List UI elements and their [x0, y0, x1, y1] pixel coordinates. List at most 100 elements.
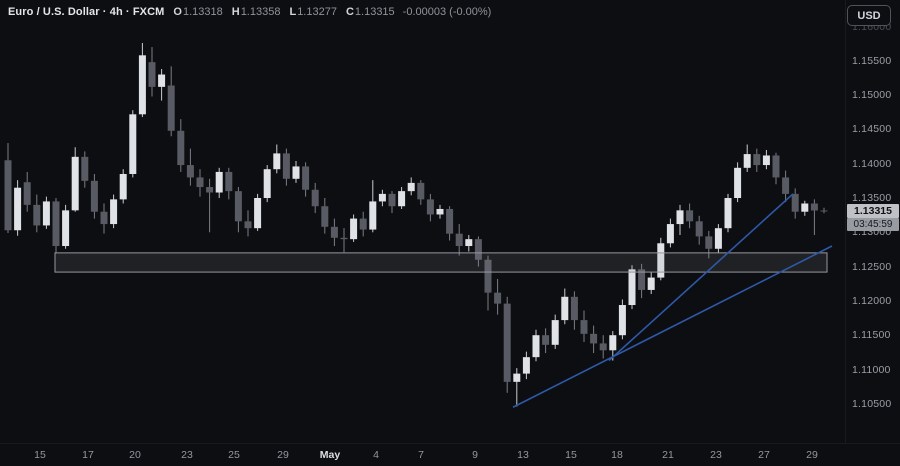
candle-body [167, 85, 175, 131]
candle-body [292, 166, 300, 179]
candle-body [676, 210, 684, 225]
currency-toggle-button[interactable]: USD [847, 5, 891, 26]
candle-body [148, 62, 156, 87]
time-tick-label: 13 [517, 449, 529, 461]
trendline-1[interactable] [512, 245, 833, 408]
candle-body [417, 182, 425, 200]
price-tick-label: 1.11500 [852, 329, 891, 342]
candle-body [407, 182, 415, 192]
time-tick-label: May [319, 449, 341, 461]
time-tick-label: 21 [662, 449, 674, 461]
candle-body [657, 243, 665, 278]
candle-body [753, 154, 761, 166]
candle-body [513, 373, 521, 382]
candle-body [455, 233, 463, 247]
candle-body [215, 171, 223, 193]
candle-body [580, 320, 588, 334]
time-tick-label: 17 [82, 449, 94, 461]
candle-body [350, 218, 358, 240]
candle-body [465, 239, 473, 247]
candle-body [33, 204, 41, 226]
time-tick-label: 18 [611, 449, 623, 461]
candle-body [62, 210, 70, 247]
low-label: L [289, 6, 297, 18]
candle-body [436, 208, 444, 215]
trendline-2[interactable] [608, 193, 794, 362]
candle-body [599, 343, 607, 351]
price-tick-label: 1.12000 [852, 294, 892, 307]
high-label: H [231, 6, 240, 18]
candle-body [234, 191, 242, 222]
candle-body [522, 357, 530, 374]
bar-countdown-label: 03:45:59 [847, 218, 899, 232]
candle-body [196, 177, 204, 188]
candle-body [494, 292, 502, 304]
candle-body [772, 155, 780, 178]
candlestick-chart[interactable] [0, 0, 845, 443]
candle-body [561, 296, 569, 321]
time-tick-label: 15 [565, 449, 577, 461]
last-price-label: 1.13315 [847, 203, 899, 218]
candle-body [14, 187, 22, 231]
time-tick-label: 15 [34, 449, 46, 461]
time-axis[interactable]: 15 17 20 23 25 29 May 4 7 9 13 15 18 21 23 27 29 [0, 443, 900, 466]
candle-body [532, 335, 540, 358]
chart-legend[interactable]: Euro / U.S. Dollar · 4h · FXCM O1.13318 H1… [8, 5, 491, 19]
price-tick-label: 1.13500 [852, 192, 892, 204]
symbol-title[interactable]: Euro / U.S. Dollar · 4h · FXCM [8, 6, 165, 18]
price-tick-label: 1.11000 [852, 363, 891, 376]
candle-body [186, 165, 194, 178]
candle-body [590, 333, 598, 344]
time-tick-label: 7 [418, 449, 424, 461]
time-tick-label: 25 [228, 449, 240, 461]
candle-body [714, 228, 722, 249]
candle-body [484, 259, 492, 293]
candle-body [647, 277, 655, 290]
candle-body [311, 189, 319, 207]
time-tick-label: 20 [129, 449, 141, 461]
candle-body [359, 218, 367, 230]
candle-body [628, 269, 636, 306]
candle-body [71, 156, 79, 211]
candle-body [330, 226, 338, 238]
candle-body [158, 74, 166, 87]
candle-body [369, 201, 377, 230]
candle-body [791, 193, 799, 212]
candle-body [542, 335, 550, 345]
supply-zone-rectangle[interactable] [54, 252, 828, 273]
candle-body [801, 203, 809, 212]
candle-body [302, 166, 310, 190]
candle-body [695, 221, 703, 237]
candle-body [618, 305, 626, 336]
candle-body [686, 210, 694, 222]
chart-region[interactable]: Euro / U.S. Dollar · 4h · FXCM O1.13318 H1… [0, 0, 845, 443]
time-tick-label: 29 [806, 449, 818, 461]
candle-body [129, 114, 137, 174]
low-value: 1.13277 [297, 6, 337, 18]
candle-body [273, 153, 281, 170]
time-tick-label: 29 [277, 449, 289, 461]
candle-body [119, 173, 127, 200]
candle-body [23, 182, 31, 205]
time-tick-label: 23 [181, 449, 193, 461]
candle-body [666, 224, 674, 244]
candle-body [426, 199, 434, 215]
price-axis[interactable]: 1.13315 03:45:59 1.16000 1.15500 1.15000 1.… [845, 0, 900, 443]
candle-body [446, 208, 454, 234]
candle-body [734, 167, 742, 198]
candle-body [254, 198, 262, 229]
candle-body [282, 153, 290, 179]
candle-body [743, 154, 751, 168]
time-tick-label: 4 [373, 449, 379, 461]
price-tick-label: 1.15500 [852, 54, 892, 67]
candle-body [609, 335, 617, 351]
price-tick-label: 1.12500 [852, 260, 892, 273]
candle-body [321, 206, 329, 227]
candle-body [206, 187, 214, 193]
candle-body [110, 199, 118, 225]
change-value: -0.00003 (-0.00%) [402, 6, 492, 18]
price-tick-label: 1.14500 [852, 123, 892, 136]
candle-body [138, 55, 146, 115]
candle-body [42, 201, 50, 226]
